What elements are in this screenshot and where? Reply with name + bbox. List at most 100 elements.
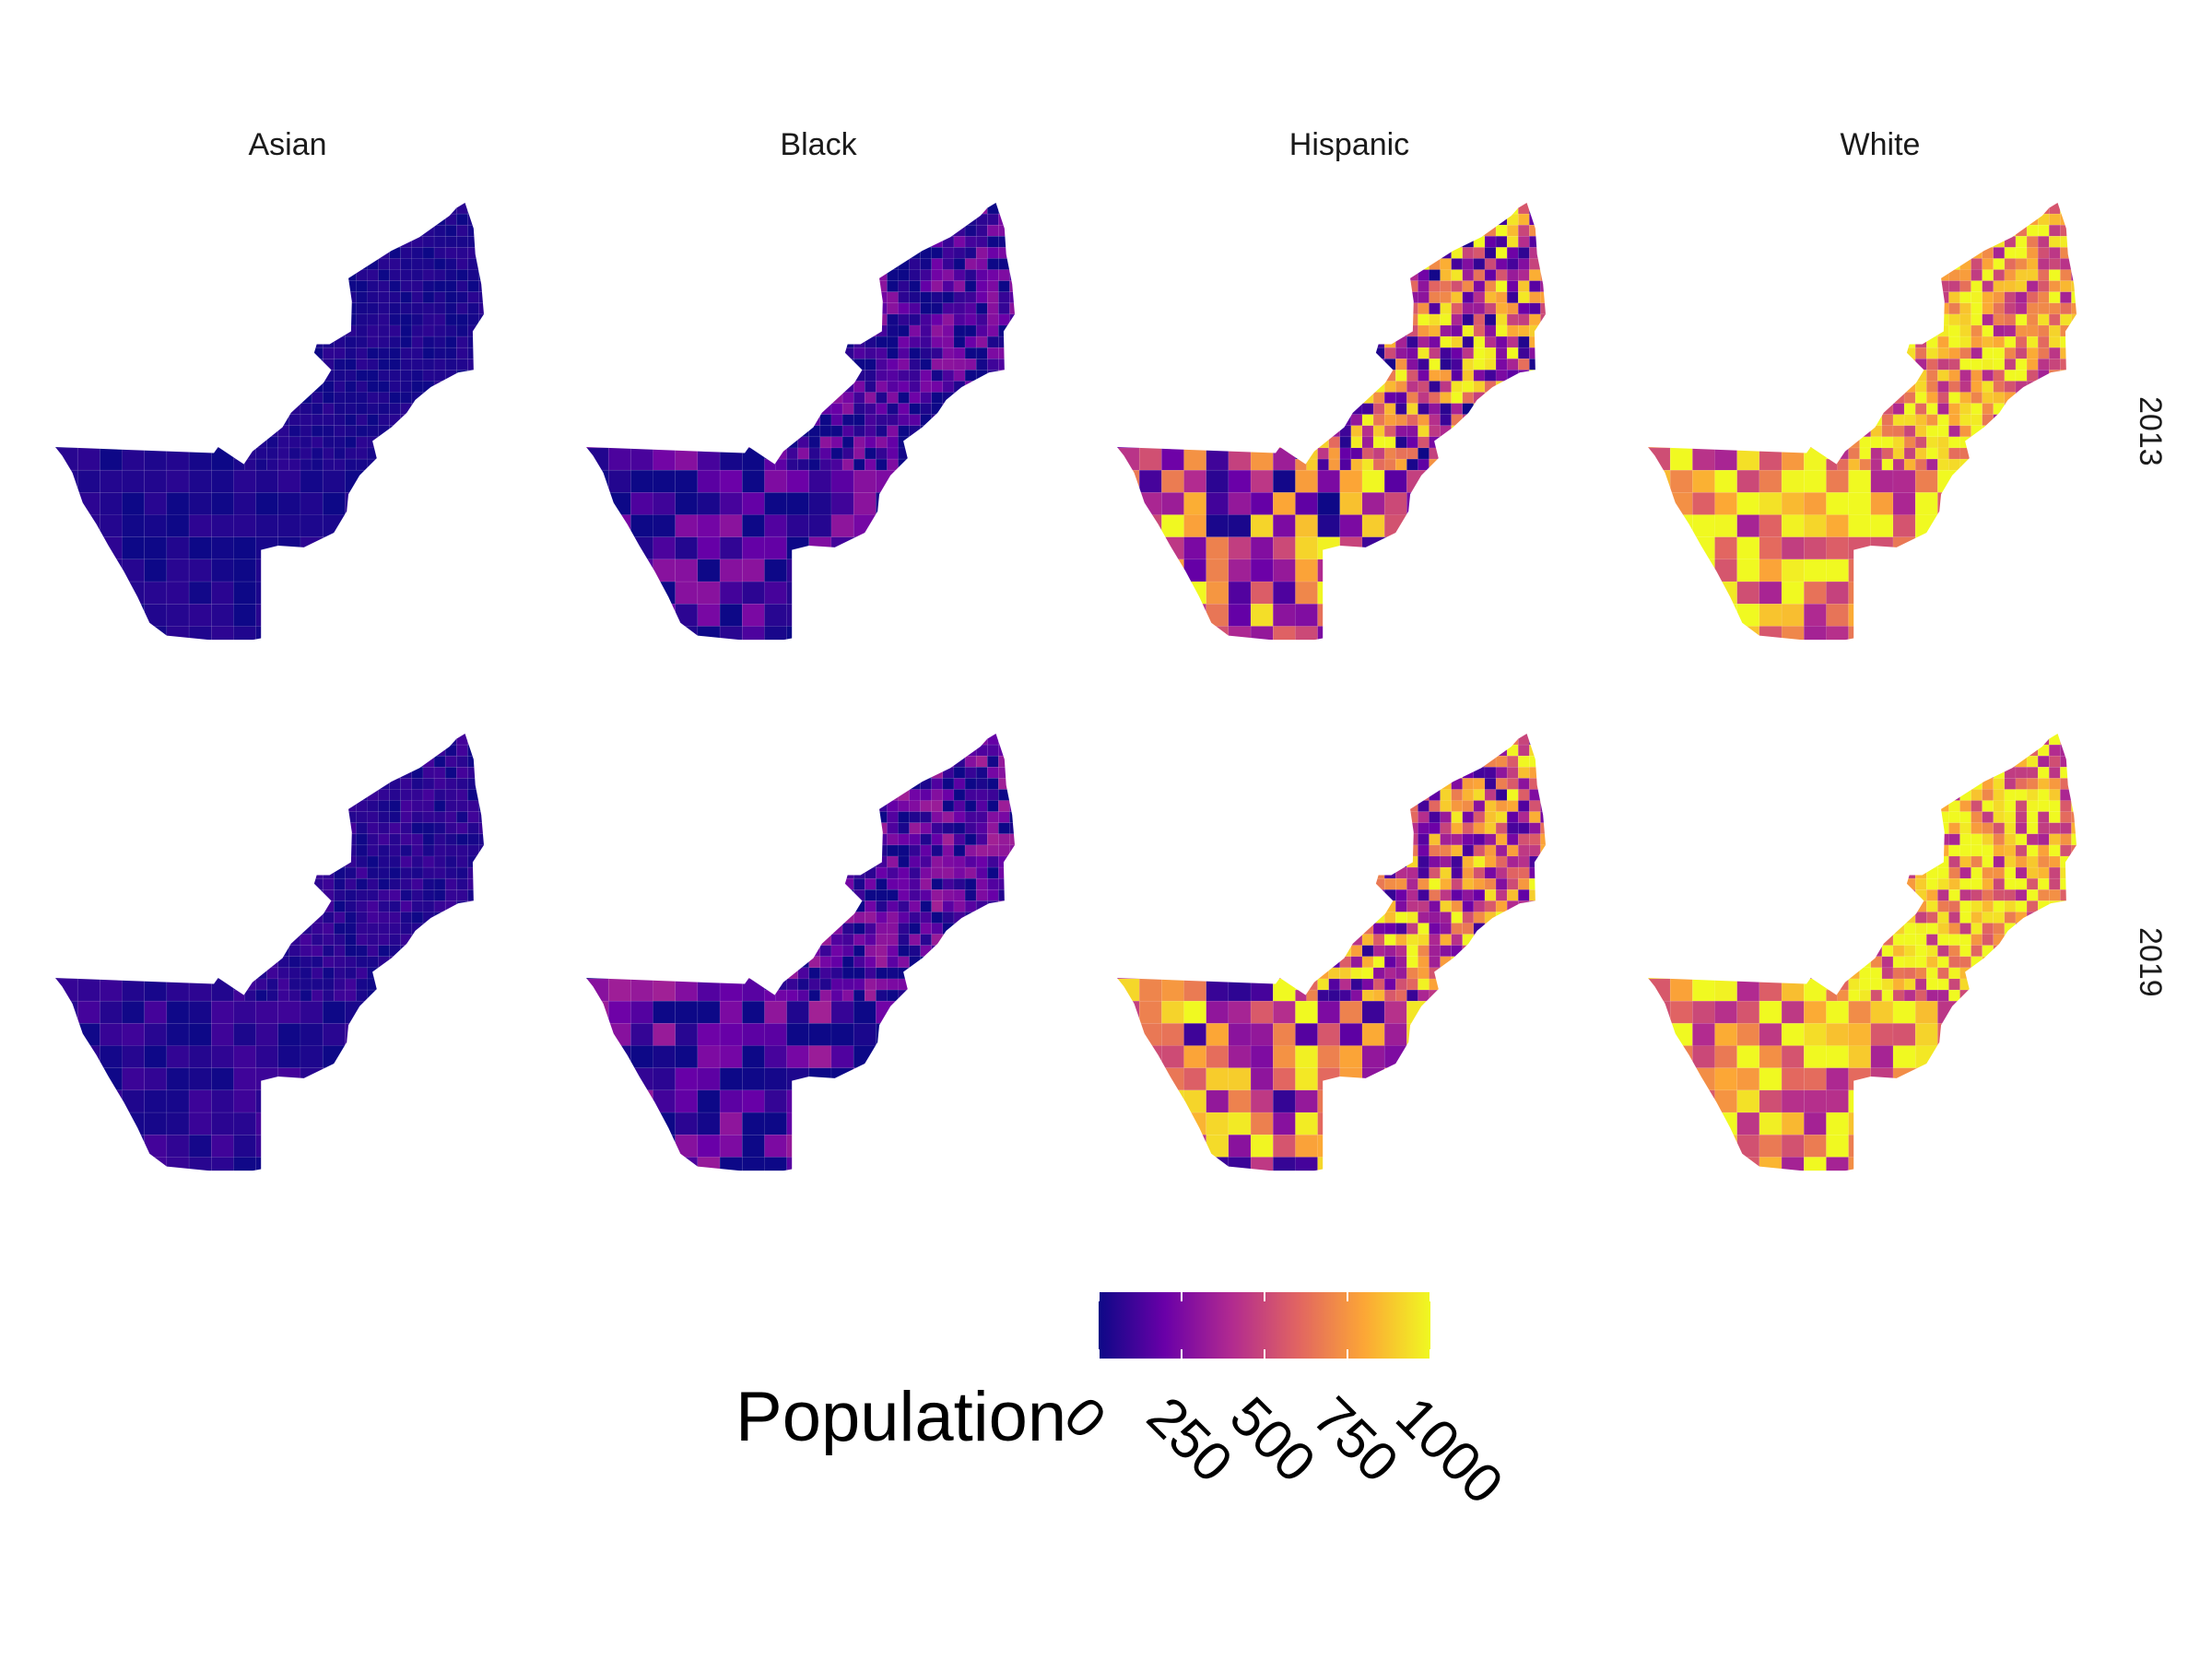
tract-cell: [1138, 203, 1162, 226]
tract-cell: [697, 1134, 721, 1158]
tract-cell: [1383, 855, 1396, 868]
tract-cell: [100, 1023, 123, 1046]
tract-cell: [1361, 1023, 1385, 1046]
tract-cell: [277, 1023, 301, 1046]
tract-cell: [830, 258, 843, 270]
tract-cell: [311, 900, 324, 912]
tract-cell: [300, 956, 312, 969]
tract-cell: [356, 934, 368, 946]
tract-cell: [322, 866, 335, 879]
tract-cell: [931, 425, 944, 438]
tract-cell: [1361, 247, 1374, 259]
tract-cell: [741, 203, 765, 226]
tract-cell: [819, 888, 832, 901]
tract-cell: [1418, 213, 1430, 226]
tract-cell: [411, 900, 424, 912]
tract-cell: [277, 626, 301, 641]
tract-cell: [630, 469, 653, 493]
tract-cell: [607, 335, 631, 359]
tract-cell: [1350, 956, 1363, 969]
tract-cell: [1540, 766, 1547, 779]
tract-cell: [311, 392, 324, 404]
tract-cell: [876, 900, 888, 912]
tract-cell: [356, 370, 368, 382]
tract-cell: [1540, 626, 1547, 641]
tract-cell: [244, 800, 256, 812]
tract-cell: [741, 581, 765, 605]
tract-cell: [467, 269, 479, 281]
tract-cell: [1440, 900, 1452, 912]
tract-cell: [1383, 370, 1396, 382]
tract-cell: [986, 1067, 1010, 1091]
tract-cell: [675, 536, 699, 560]
tract-cell: [607, 1045, 631, 1068]
tract-cell: [367, 800, 379, 812]
tract-cell: [986, 755, 999, 768]
tract-cell: [1328, 258, 1341, 270]
tract-cell: [1495, 789, 1508, 801]
tract-cell: [1339, 347, 1352, 359]
tract-cell: [719, 978, 743, 1002]
tract-cell: [345, 789, 357, 801]
tract-cell: [1440, 458, 1452, 471]
tract-cell: [1495, 1112, 1519, 1135]
tract-cell: [1517, 403, 1530, 415]
tract-cell: [478, 866, 485, 879]
tract-cell: [345, 1045, 368, 1068]
tract-cell: [467, 247, 479, 259]
tract-cell: [653, 866, 676, 890]
tract-cell: [1473, 247, 1486, 259]
tract-cell: [942, 1112, 966, 1135]
tract-cell: [411, 224, 424, 237]
tract-cell: [1250, 778, 1274, 801]
tract-cell: [345, 447, 357, 460]
tract-cell: [607, 1000, 631, 1024]
tract-cell: [1473, 1023, 1497, 1046]
tract-cell: [1206, 626, 1230, 641]
tract-cell: [100, 978, 123, 1002]
tract-cell: [975, 269, 988, 281]
tract-cell: [864, 744, 877, 757]
tract-cell: [333, 324, 346, 337]
tract-cell: [876, 989, 888, 1002]
tract-cell: [808, 258, 821, 270]
tract-cell: [1383, 1157, 1407, 1171]
tract-cell: [122, 978, 145, 1002]
tract-cell: [1339, 203, 1352, 215]
tract-cell: [1529, 213, 1541, 226]
tract-cell: [998, 269, 1010, 281]
tract-cell: [389, 224, 402, 237]
tract-cell: [931, 258, 944, 270]
tract-cell: [1317, 414, 1329, 427]
tract-cell: [1138, 381, 1162, 404]
tract-cell: [1228, 536, 1252, 560]
tract-cell: [898, 923, 910, 935]
tract-cell: [653, 912, 676, 935]
tract-cell: [1021, 314, 1032, 325]
tract-cell: [1429, 888, 1441, 901]
tract-cell: [1306, 302, 1318, 315]
tract-cell: [1540, 559, 1547, 582]
tract-cell: [1552, 745, 1563, 756]
tract-cell: [853, 370, 865, 382]
tract-cell: [920, 989, 933, 1002]
tract-cell: [76, 1134, 100, 1158]
tract-cell: [1339, 358, 1352, 371]
tract-cell: [244, 313, 256, 326]
tract-cell: [1328, 247, 1341, 259]
tract-cell: [1529, 269, 1541, 281]
tract-cell: [1540, 1000, 1547, 1024]
tract-cell: [1406, 923, 1418, 935]
tract-cell: [1295, 744, 1307, 757]
tract-cell: [1517, 469, 1541, 493]
tract-cell: [1009, 258, 1016, 270]
tract-cell: [378, 912, 390, 924]
tract-cell: [311, 447, 324, 460]
tract-cell: [1540, 347, 1547, 359]
tract-cell: [322, 844, 335, 857]
tract-cell: [277, 989, 290, 1002]
tract-cell: [322, 559, 346, 582]
tract-cell: [1383, 866, 1396, 879]
tract-cell: [356, 734, 368, 746]
tract-cell: [433, 945, 446, 958]
